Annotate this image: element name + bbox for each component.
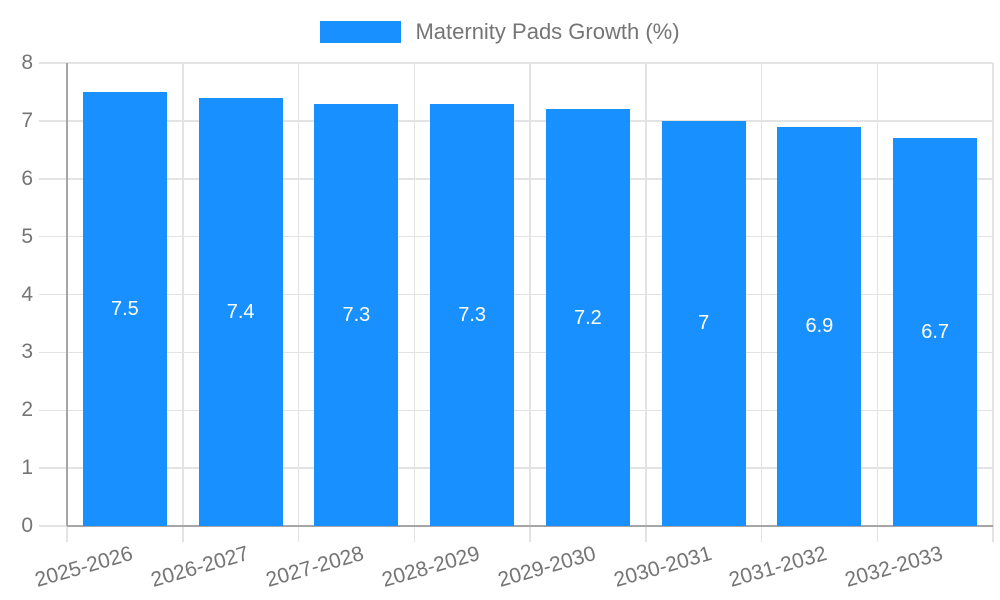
x-axis-line xyxy=(67,524,993,527)
gridline-vertical xyxy=(182,63,184,542)
legend-swatch xyxy=(320,21,402,43)
gridline-horizontal xyxy=(39,120,993,122)
y-axis-tick-label: 5 xyxy=(21,224,33,248)
gridline-horizontal xyxy=(39,409,993,411)
y-axis-tick-label: 3 xyxy=(21,340,33,364)
bar-2028-2029[interactable]: 7.3 xyxy=(430,103,515,526)
gridline-vertical xyxy=(529,63,531,542)
bar-2027-2028[interactable]: 7.3 xyxy=(314,103,399,526)
bar-2029-2030[interactable]: 7.2 xyxy=(545,109,630,526)
y-axis-tick-label: 7 xyxy=(21,108,33,132)
gridline-vertical xyxy=(992,63,994,542)
y-axis-tick-label: 4 xyxy=(21,282,33,306)
y-axis-tick-label: 1 xyxy=(21,456,33,480)
y-axis-tick-label: 2 xyxy=(21,398,33,422)
bar-value-label: 7.3 xyxy=(458,303,487,326)
y-axis-tick-label: 6 xyxy=(21,166,33,190)
bar-value-label: 7.2 xyxy=(573,306,602,329)
gridline-horizontal xyxy=(39,178,993,180)
bar-2025-2026[interactable]: 7.5 xyxy=(82,91,167,526)
gridline-horizontal xyxy=(39,467,993,469)
plot-area: 0 1 2 3 4 5 6 7 8 7.5 7.4 7.3 7.3 7.2 7 6.9 6.7 2025-2026… xyxy=(21,51,994,592)
gridline-vertical xyxy=(760,63,763,542)
bar-value-label: 7.5 xyxy=(110,297,139,320)
bar-2030-2031[interactable]: 7 xyxy=(661,120,746,526)
bar-value-label: 7 xyxy=(698,312,710,335)
chart-legend: Maternity Pads Growth (%) xyxy=(0,19,1000,45)
bar-2032-2033[interactable]: 6.7 xyxy=(893,138,978,526)
bar-2031-2032[interactable]: 6.9 xyxy=(777,126,862,526)
bar-value-label: 7.3 xyxy=(342,303,371,326)
bar-value-label: 6.9 xyxy=(805,315,834,338)
y-axis-tick-label: 8 xyxy=(21,51,33,74)
bar-value-label: 6.7 xyxy=(921,321,950,344)
y-axis-tick-label: 0 xyxy=(21,514,33,537)
gridline-vertical xyxy=(876,63,878,542)
gridline-vertical xyxy=(645,63,647,542)
gridline-horizontal xyxy=(39,62,993,64)
legend-label: Maternity Pads Growth (%) xyxy=(415,19,680,44)
gridline-horizontal xyxy=(39,293,993,296)
y-axis-line xyxy=(66,63,69,526)
legend-item[interactable]: Maternity Pads Growth (%) xyxy=(320,19,680,45)
gridline-vertical xyxy=(413,63,415,542)
gridline-horizontal xyxy=(39,351,993,354)
gridline-vertical xyxy=(297,63,300,542)
gridline-horizontal xyxy=(39,235,993,238)
bar-2026-2027[interactable]: 7.4 xyxy=(198,97,283,526)
bar-value-label: 7.4 xyxy=(226,300,255,323)
